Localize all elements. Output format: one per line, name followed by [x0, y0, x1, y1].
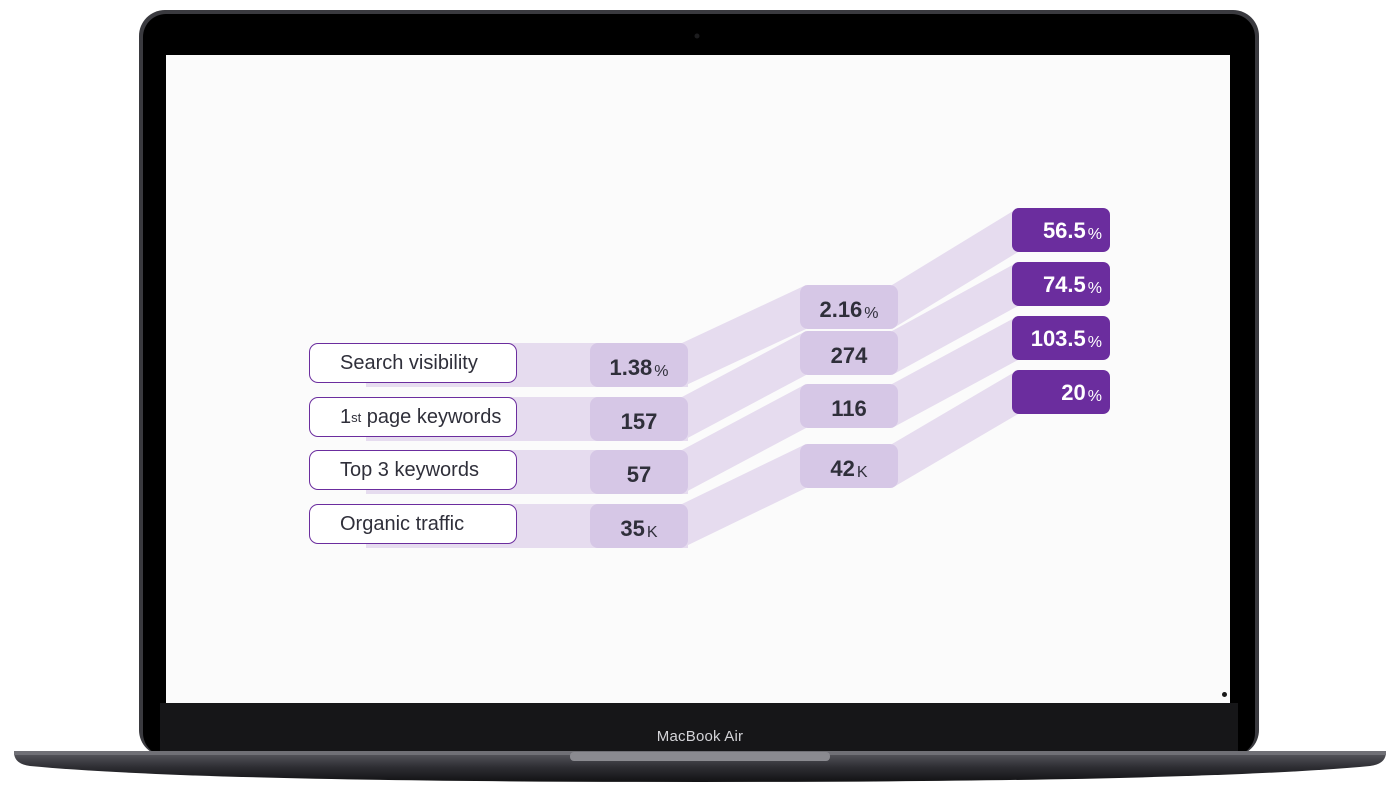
before-value-1: 157	[590, 397, 688, 441]
before-value-2: 57	[590, 450, 688, 494]
metric-label-text: Search visibility	[340, 351, 478, 374]
after-value-3-number: 42	[830, 456, 855, 481]
change-value-3: 20%	[1012, 370, 1110, 414]
before-value-3-number: 35	[620, 516, 645, 541]
after-value-3-unit: K	[856, 464, 868, 481]
flow-connector-2-row-3	[892, 370, 1018, 488]
after-box-1	[800, 331, 898, 375]
change-value-3-number: 20	[1061, 380, 1086, 405]
before-value-1-number: 157	[620, 409, 658, 434]
change-value-2-number: 103.5	[1030, 326, 1086, 351]
indicator-dot	[1222, 692, 1227, 697]
flow-connector-1-row-0	[682, 285, 806, 387]
metric-label-rest: page keywords	[361, 405, 502, 428]
before-value-0-unit: %	[654, 363, 669, 380]
metric-label-0: Search visibility	[309, 343, 517, 383]
change-value-1-number: 74.5	[1042, 272, 1086, 297]
after-box-3	[800, 444, 898, 488]
metric-label-text: Top 3 keywords	[340, 458, 479, 481]
after-value-2-number: 116	[831, 396, 867, 421]
change-value-2: 103.5%	[1012, 316, 1110, 360]
flow-connector-1-row-3	[682, 444, 806, 548]
change-value-2-unit: %	[1087, 334, 1102, 351]
change-value-0-unit: %	[1087, 226, 1102, 243]
before-box-3	[590, 504, 688, 548]
metric-label-3: Organic traffic	[309, 504, 517, 544]
device-brand-label: MacBook Air	[656, 728, 744, 745]
metric-label-text: 1	[340, 405, 352, 428]
flow-connector-2-row-1	[892, 262, 1018, 375]
flow-connector-2-row-2	[892, 316, 1018, 428]
metric-label-text: Organic traffic	[340, 512, 465, 535]
metric-label-2: Top 3 keywords	[309, 450, 517, 490]
change-value-0-number: 56.5	[1042, 218, 1086, 243]
after-value-0-unit: %	[864, 305, 879, 322]
change-value-0: 56.5%	[1012, 208, 1110, 252]
before-value-0-number: 1.38	[609, 355, 653, 380]
after-value-0: 2.16%	[800, 285, 898, 329]
before-value-0: 1.38%	[590, 343, 688, 387]
before-value-3: 35 K	[590, 504, 688, 548]
before-box-2	[590, 450, 688, 494]
before-box-0	[590, 343, 688, 387]
after-box-2	[800, 384, 898, 428]
change-value-1: 74.5%	[1012, 262, 1110, 306]
flow-connector-2-row-0	[892, 208, 1018, 329]
after-value-1: 274	[800, 331, 898, 375]
flow-connector-1-row-2	[682, 384, 806, 494]
after-value-0-number: 2.16	[819, 297, 863, 322]
change-value-3-unit: %	[1087, 388, 1102, 405]
before-value-2-number: 57	[626, 462, 652, 487]
metric-label-ordinal: st	[351, 409, 362, 425]
after-value-3: 42 K	[800, 444, 898, 488]
flow-connector-1-row-1	[682, 331, 806, 441]
before-value-3-unit: K	[646, 524, 658, 541]
change-value-1-unit: %	[1087, 280, 1102, 297]
after-value-1-number: 274	[830, 343, 868, 368]
after-box-0	[800, 285, 898, 329]
before-box-1	[590, 397, 688, 441]
after-value-2: 116	[800, 384, 898, 428]
